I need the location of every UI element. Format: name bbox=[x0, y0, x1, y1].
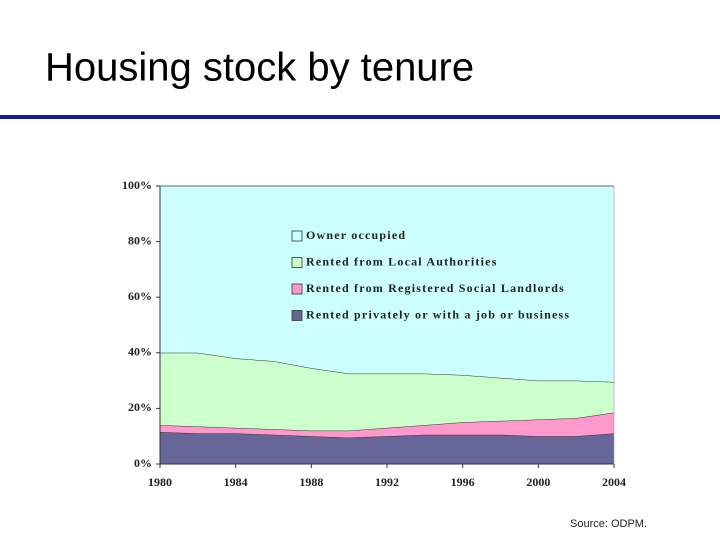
y-tick-label: 20% bbox=[128, 400, 152, 414]
x-tick-label: 1984 bbox=[224, 475, 248, 489]
legend-swatch bbox=[291, 257, 303, 268]
area bbox=[160, 186, 614, 382]
x-tick-label: 2004 bbox=[602, 475, 626, 489]
legend-swatch bbox=[291, 283, 303, 295]
source-note: Source: ODPM. bbox=[570, 518, 647, 530]
legend-swatch bbox=[291, 310, 303, 321]
y-tick-label: 40% bbox=[128, 345, 152, 359]
x-tick-label: 1988 bbox=[299, 475, 323, 489]
area bbox=[160, 352, 614, 431]
area bbox=[160, 412, 614, 438]
slide-title: Housing stock by tenure bbox=[45, 46, 474, 90]
area bbox=[160, 432, 614, 464]
y-tick-label: 100% bbox=[122, 178, 152, 192]
legend-label: Rented from Local Authorities bbox=[306, 254, 498, 268]
x-tick-label: 1992 bbox=[375, 475, 399, 489]
legend-label: Owner occupied bbox=[306, 228, 406, 242]
x-tick-label: 1980 bbox=[148, 475, 172, 489]
legend-label: Rented privately or with a job or busine… bbox=[306, 307, 570, 321]
legend-label: Rented from Registered Social Landlords bbox=[306, 281, 565, 295]
chart: 0% 20% 40% 60% 80% 100% 1980 1984 1988 1992 1996 20… bbox=[122, 178, 626, 489]
legend-swatch bbox=[291, 230, 303, 242]
y-tick-label: 80% bbox=[128, 233, 152, 247]
y-tick-label: 0% bbox=[134, 456, 152, 470]
title-rule bbox=[0, 115, 720, 119]
y-tick-label: 60% bbox=[128, 289, 152, 303]
x-tick-label: 2000 bbox=[526, 475, 550, 489]
x-tick-label: 1996 bbox=[451, 475, 475, 489]
